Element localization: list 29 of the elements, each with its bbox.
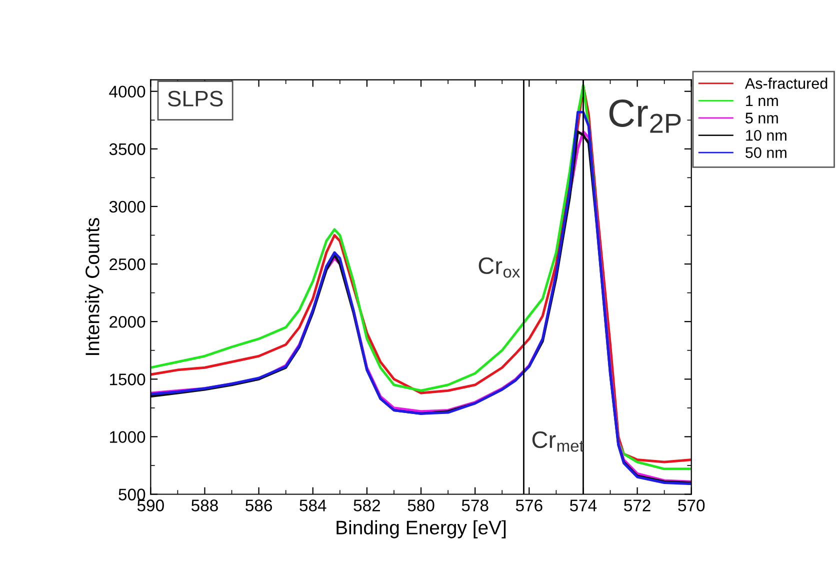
x-tick-label: 582 — [354, 500, 380, 512]
x-tick-label: 584 — [300, 500, 326, 512]
legend-label: 10 nm — [746, 130, 786, 141]
y-axis-title: Intensity Counts — [85, 218, 104, 355]
x-tick-label: 576 — [516, 500, 542, 512]
y-tick-label: 3000 — [109, 200, 146, 213]
legend-label: 5 nm — [746, 112, 778, 124]
x-tick-label: 578 — [462, 500, 488, 512]
y-tick-label: 4000 — [109, 86, 146, 98]
x-tick-label: 574 — [570, 500, 597, 512]
x-axis-title: Binding Energy [eV] — [336, 520, 506, 538]
legend-label: As-fractured — [744, 78, 828, 89]
y-tick-label: 2500 — [110, 258, 146, 270]
x-tick-label: 588 — [191, 500, 218, 512]
x-tick-label: 590 — [137, 500, 164, 512]
legend-label: 1 nm — [746, 96, 778, 106]
y-tick-label: 2000 — [110, 316, 146, 328]
x-tick-label: 580 — [408, 500, 434, 512]
y-tick-label: 1000 — [110, 431, 146, 443]
y-tick-label: 3500 — [109, 143, 146, 156]
y-tick-label: 500 — [118, 488, 146, 500]
x-tick-label: 572 — [624, 500, 650, 512]
y-tick-label: 1500 — [110, 374, 146, 386]
x-tick-label: 570 — [678, 500, 705, 512]
x-tick-label: 586 — [246, 500, 272, 512]
ref-line-label: Cr$_{ox}$ — [478, 257, 520, 278]
legend-label: 50 nm — [746, 147, 786, 158]
annotation: SLPS — [168, 90, 223, 107]
annotation: Cr$_{2P}$ — [609, 99, 681, 133]
